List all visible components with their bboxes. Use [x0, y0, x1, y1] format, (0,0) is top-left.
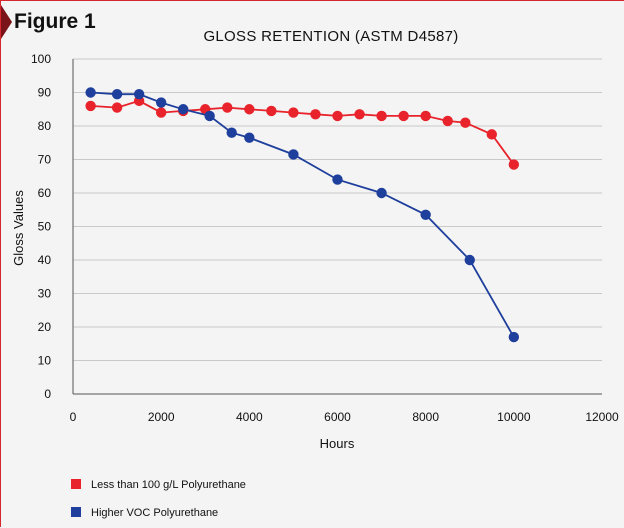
- data-point: [310, 109, 321, 120]
- series-2: [85, 87, 520, 343]
- legend-swatch-series-1: [71, 479, 81, 489]
- y-tick-label: 30: [38, 287, 52, 301]
- data-point: [244, 132, 255, 143]
- y-tick-label: 10: [38, 354, 52, 368]
- series-line: [90, 91, 515, 338]
- y-tick-label: 70: [38, 153, 52, 167]
- data-point: [222, 102, 233, 113]
- data-series: [85, 87, 520, 343]
- data-point: [508, 331, 520, 343]
- data-point: [155, 107, 167, 118]
- y-axis-label: Gloss Values: [11, 190, 26, 266]
- x-tick-label: 4000: [236, 410, 263, 424]
- y-tick-label: 80: [38, 119, 52, 133]
- data-point: [85, 87, 96, 98]
- grid-lines: [73, 58, 602, 361]
- chart-title: GLOSS RETENTION (ASTM D4587): [203, 28, 458, 45]
- data-point: [266, 105, 277, 117]
- data-point: [354, 109, 365, 120]
- data-point: [398, 110, 409, 122]
- x-tick-label: 12000: [585, 410, 619, 424]
- legend-label-series-2: Higher VOC Polyurethane: [91, 507, 218, 519]
- data-point: [486, 129, 497, 140]
- y-tick-label: 60: [38, 186, 52, 200]
- legend-label-series-1: Less than 100 g/L Polyurethane: [91, 479, 246, 491]
- data-point: [376, 187, 387, 199]
- y-tick-label: 90: [38, 86, 52, 100]
- x-tick-label: 10000: [497, 410, 531, 424]
- x-tick-label: 2000: [148, 410, 175, 424]
- y-tick-label: 0: [44, 387, 51, 401]
- figure-label: Figure 1: [1, 5, 96, 39]
- legend: Less than 100 g/L Polyurethane Higher VO…: [71, 479, 246, 519]
- data-point: [244, 104, 255, 115]
- data-point: [288, 149, 299, 160]
- data-point: [332, 110, 343, 122]
- data-point: [332, 174, 343, 185]
- figure-arrow-icon: [1, 5, 12, 39]
- y-tick-label: 40: [38, 253, 52, 267]
- data-point: [508, 159, 520, 170]
- data-point: [133, 88, 145, 100]
- data-point: [442, 115, 453, 127]
- data-point: [85, 100, 96, 112]
- data-point: [178, 104, 189, 115]
- y-tick-label: 100: [31, 52, 51, 66]
- data-point: [420, 209, 431, 220]
- data-point: [111, 88, 123, 100]
- x-axis-label: Hours: [320, 436, 355, 451]
- y-tick-label: 20: [38, 320, 52, 334]
- legend-swatch-series-2: [71, 507, 81, 517]
- x-tick-label: 8000: [412, 410, 439, 424]
- data-point: [288, 107, 299, 118]
- data-point: [460, 117, 471, 128]
- data-point: [464, 254, 475, 266]
- x-tick-label: 6000: [324, 410, 351, 424]
- data-point: [226, 127, 237, 138]
- data-point: [111, 102, 123, 113]
- tick-labels: 0 10 20 30 40 50 60 70 80 90 100 0 2000 4000 6000 8000 1…: [31, 52, 619, 424]
- figure-label-text: Figure 1: [14, 10, 96, 33]
- data-point: [204, 110, 215, 122]
- x-tick-label: 0: [70, 410, 77, 424]
- y-tick-label: 50: [38, 220, 52, 234]
- data-point: [376, 110, 387, 122]
- data-point: [155, 97, 167, 108]
- data-point: [420, 110, 431, 122]
- series-line: [90, 99, 515, 166]
- axes: [72, 59, 602, 395]
